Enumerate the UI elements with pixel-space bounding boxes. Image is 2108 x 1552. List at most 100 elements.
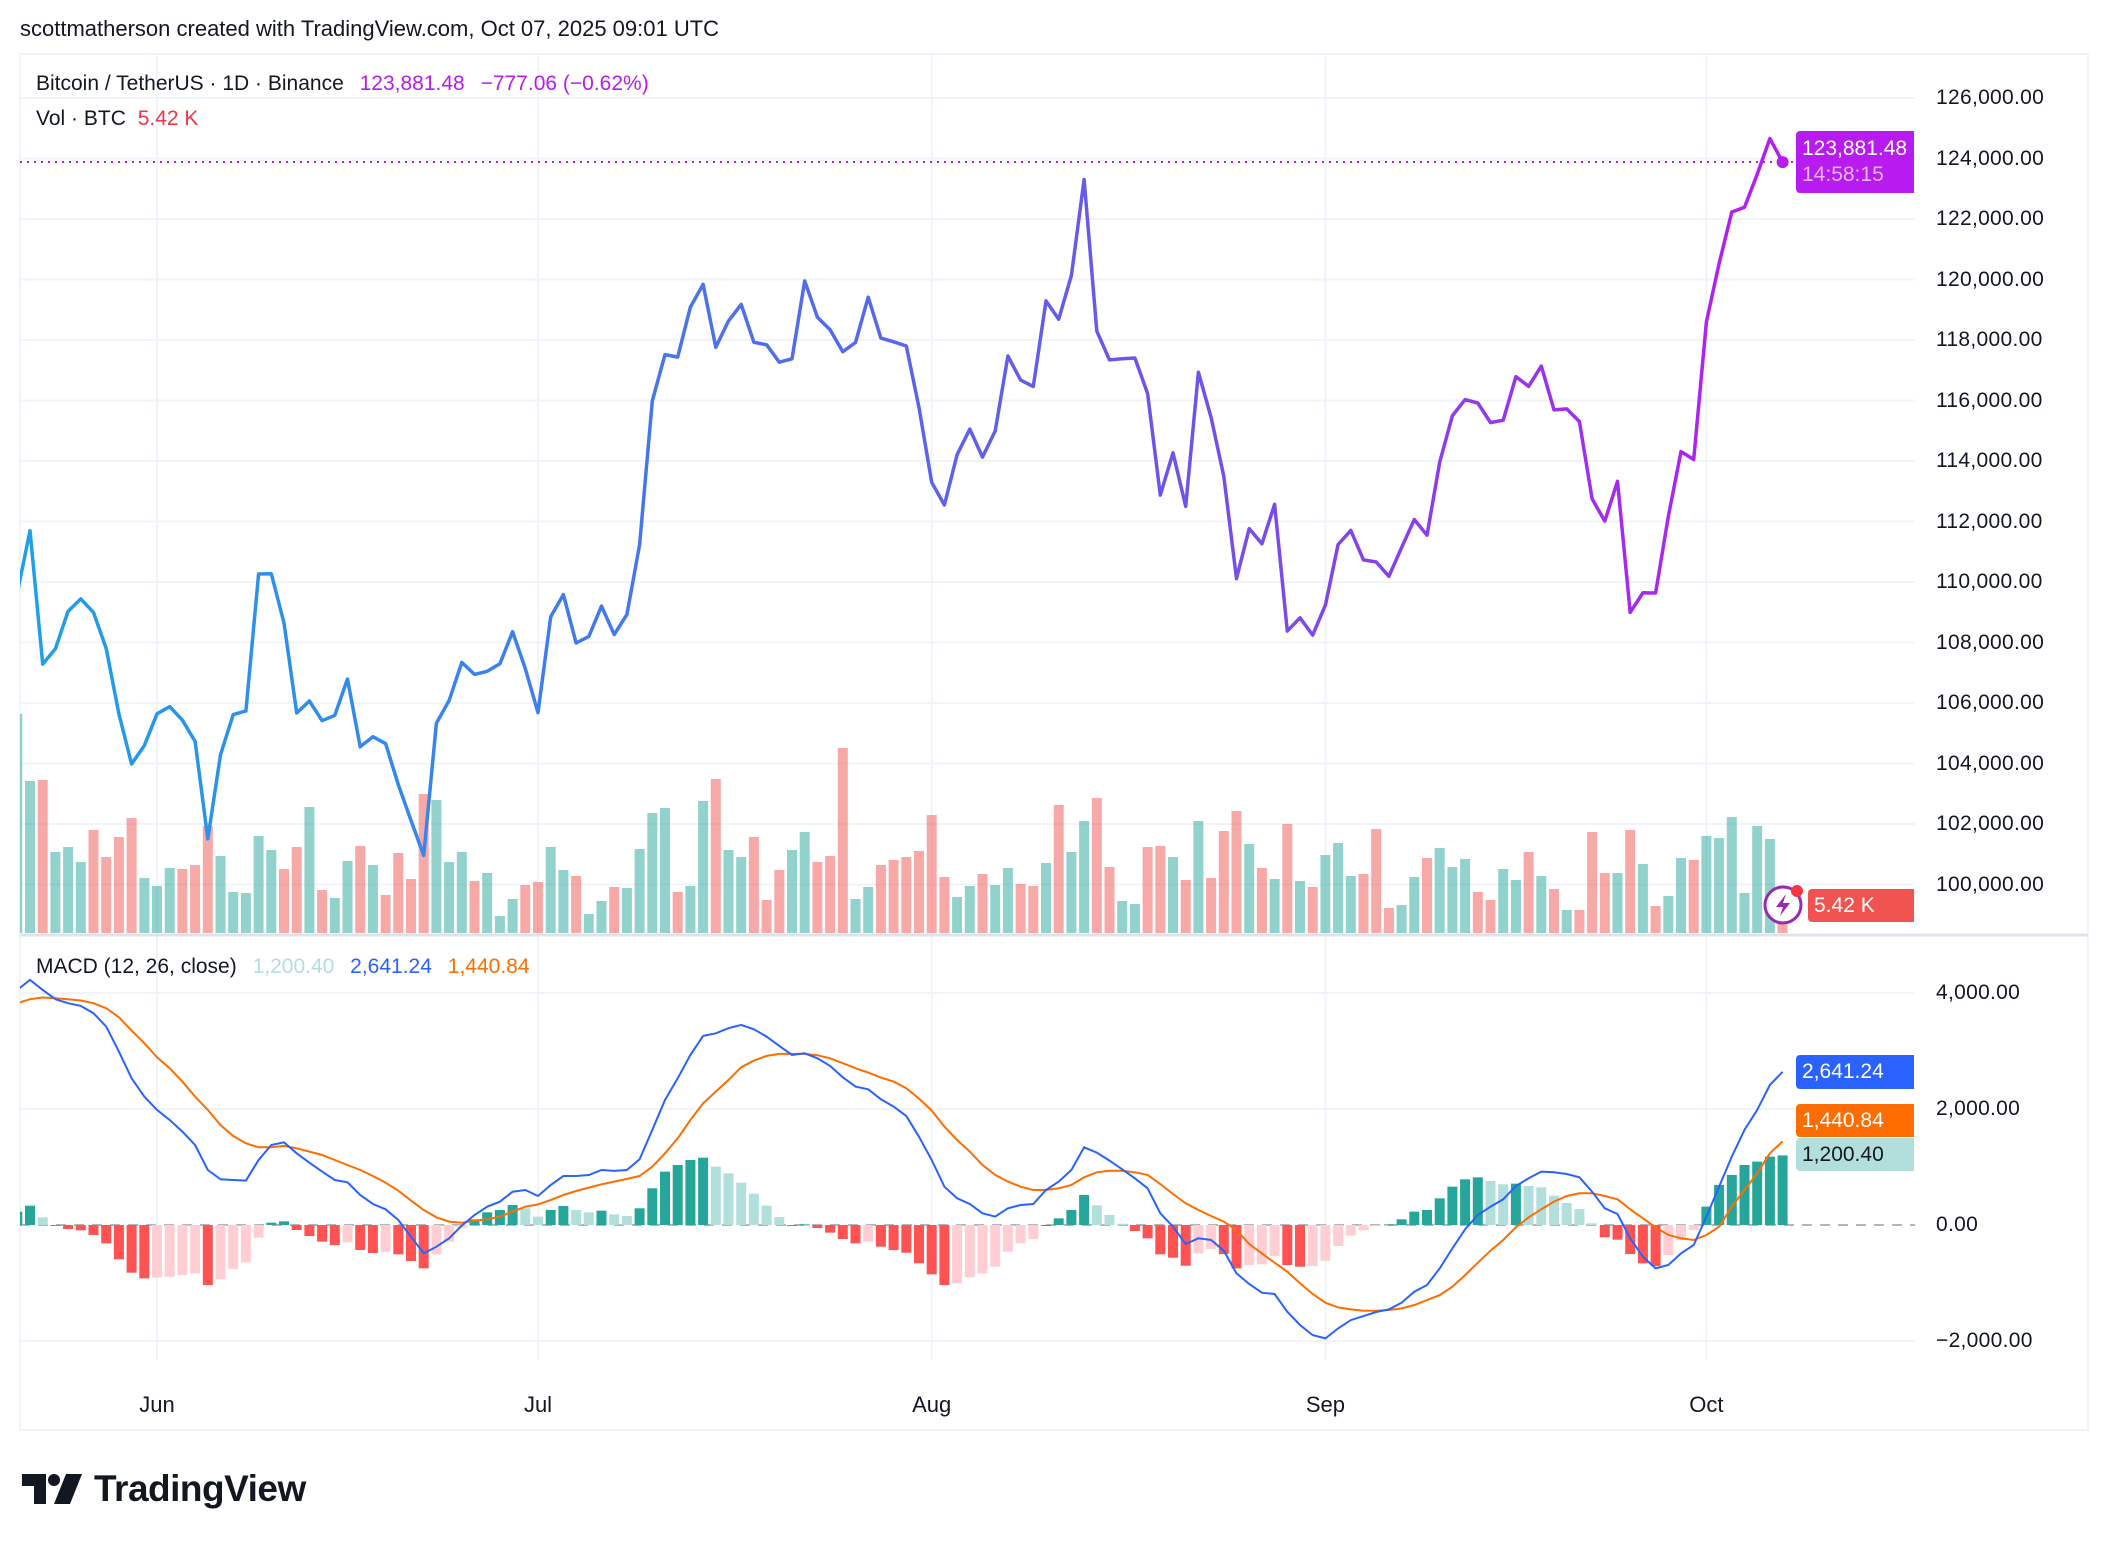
- macd-histogram-bar: [266, 1222, 277, 1225]
- macd-histogram-bar: [660, 1171, 670, 1225]
- macd-histogram-bar: [1663, 1225, 1674, 1255]
- macd-histogram-bar: [558, 1206, 569, 1225]
- macd-histogram-bar: [1676, 1225, 1686, 1241]
- volume-bar: [888, 860, 899, 933]
- volume-legend-value: 5.42 K: [137, 107, 199, 130]
- volume-bar: [571, 876, 582, 933]
- volume-bar: [1180, 880, 1191, 933]
- volume-bar: [507, 899, 518, 933]
- macd-histogram-bar: [685, 1159, 696, 1225]
- volume-bar: [1409, 877, 1420, 933]
- volume-bar: [317, 890, 328, 933]
- macd-histogram-bar: [1637, 1225, 1648, 1264]
- volume-bar: [291, 847, 302, 933]
- lightning-icon[interactable]: [1763, 885, 1803, 925]
- macd-histogram-bar: [1726, 1174, 1737, 1225]
- macd-histogram-bar: [329, 1225, 340, 1246]
- volume-bar: [494, 916, 505, 933]
- macd-histogram-bar: [1295, 1225, 1305, 1267]
- price-axis-label: 116,000.00: [1936, 388, 2043, 412]
- macd-histogram-bar: [1650, 1225, 1661, 1267]
- volume-bar: [1688, 860, 1699, 933]
- legend-change: −777.06 (−0.62%): [480, 72, 649, 95]
- volume-bar: [406, 879, 416, 933]
- macd-histogram-bar: [101, 1225, 112, 1244]
- macd-histogram-bar: [837, 1225, 848, 1240]
- volume-bar: [926, 815, 937, 933]
- macd-histogram-bar: [190, 1225, 201, 1274]
- macd-axis-label: −2,000.00: [1936, 1329, 2033, 1352]
- volume-bar: [380, 895, 391, 933]
- volume-bar: [685, 886, 696, 933]
- volume-bar: [1587, 832, 1598, 933]
- volume-bar: [1447, 867, 1458, 933]
- volume-bar: [279, 869, 289, 933]
- volume-bar: [367, 865, 378, 933]
- macd-histogram-bar: [1460, 1179, 1471, 1225]
- volume-bar: [304, 807, 315, 933]
- macd-histogram-bar: [1574, 1208, 1585, 1225]
- volume-bar: [50, 852, 61, 933]
- macd-histogram-bar: [1104, 1214, 1115, 1225]
- macd-histogram-bar: [317, 1225, 328, 1242]
- macd-histogram-bar: [1498, 1184, 1509, 1225]
- histogram-value-tag: 1,200.40: [1796, 1138, 1914, 1171]
- macd-histogram-bar: [1320, 1225, 1331, 1261]
- volume-bar: [88, 830, 99, 933]
- macd-histogram-bar: [596, 1210, 607, 1225]
- volume-bar: [1320, 855, 1331, 933]
- macd-histogram-bar: [723, 1173, 734, 1225]
- macd-histogram-bar: [1333, 1225, 1344, 1247]
- volume-bar: [710, 779, 721, 933]
- macd-histogram-bar: [812, 1225, 823, 1229]
- macd-histogram-bar: [1345, 1225, 1356, 1236]
- volume-bar: [1091, 798, 1102, 933]
- volume-bar: [837, 748, 848, 933]
- volume-bar: [101, 857, 112, 933]
- volume-legend-label: Vol · BTC: [36, 107, 126, 130]
- macd-histogram-bar: [621, 1216, 632, 1225]
- volume-bar: [1714, 838, 1725, 933]
- volume-bar: [1129, 904, 1140, 933]
- macd-histogram-bar: [1256, 1225, 1267, 1265]
- macd-histogram-bar: [1231, 1225, 1242, 1269]
- volume-bar: [545, 847, 556, 933]
- price-axis-label: 122,000.00: [1936, 207, 2045, 230]
- volume-bar: [1396, 905, 1407, 933]
- price-axis-label: 118,000.00: [1936, 328, 2043, 351]
- macd-histogram-bar: [1015, 1225, 1026, 1244]
- tradingview-logo[interactable]: TradingView: [22, 1468, 306, 1510]
- macd-histogram-bar: [1041, 1225, 1051, 1226]
- macd-histogram-bar: [850, 1225, 861, 1244]
- volume-bar: [25, 781, 35, 933]
- macd-histogram-bar: [240, 1225, 251, 1263]
- last-price-tag: 123,881.48 14:58:15: [1796, 131, 1914, 193]
- volume-tag: 5.42 K: [1808, 889, 1914, 922]
- volume-bar: [1510, 880, 1521, 933]
- volume-legend[interactable]: Vol · BTC 5.42 K: [36, 107, 198, 131]
- volume-bars: [20, 714, 1788, 933]
- symbol-legend[interactable]: Bitcoin / TetherUS · 1D · Binance 123,88…: [36, 72, 649, 96]
- macd-histogram-bar: [1549, 1195, 1559, 1225]
- volume-bar: [863, 887, 874, 933]
- volume-bar: [1536, 876, 1547, 933]
- macd-histogram-bar: [1053, 1218, 1064, 1225]
- volume-bar: [418, 794, 429, 933]
- volume-bar: [533, 882, 543, 933]
- macd-histogram-bar: [1218, 1225, 1229, 1255]
- volume-bar: [456, 852, 467, 933]
- macd-histogram-bar: [1155, 1225, 1166, 1255]
- price-axis-label: 126,000.00: [1936, 86, 2045, 109]
- price-axis-label: 102,000.00: [1936, 812, 2045, 835]
- volume-bar: [1079, 821, 1090, 933]
- macd-histogram-bar: [1358, 1225, 1369, 1231]
- macd-histogram-bar: [1028, 1225, 1039, 1240]
- volume-bar: [1193, 821, 1204, 933]
- volume-bar: [1383, 908, 1394, 933]
- macd-axis-label: 4,000.00: [1936, 981, 2021, 1004]
- volume-bar: [1676, 858, 1686, 933]
- macd-legend[interactable]: MACD (12, 26, close) 1,200.40 2,641.24 1…: [36, 955, 530, 979]
- macd-legend-histogram: 1,200.40: [252, 955, 335, 978]
- macd-histogram-bar: [863, 1225, 874, 1242]
